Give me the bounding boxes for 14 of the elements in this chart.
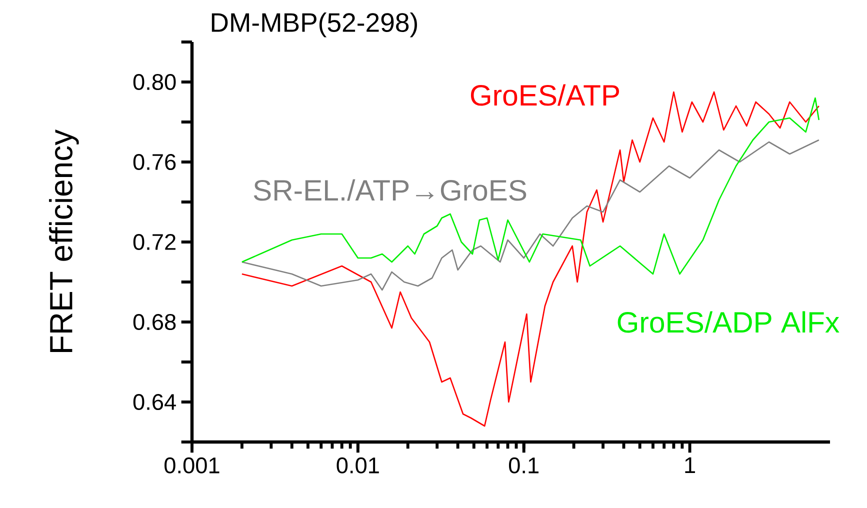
series-label: GroES/ADP AlFx [618,311,840,333]
chart-title: DM-MBP(52-298) [212,12,417,38]
y-tick-label: 0.76 [133,154,176,170]
y-tick-label: 0.64 [133,394,176,410]
y-tick-label: 0.72 [133,234,176,250]
x-tick-label: 1 [685,457,695,473]
x-tick-label: 0.01 [336,457,379,474]
y-axis-title: FRET efficiency [48,129,79,352]
x-tick-label: 0.001 [164,457,220,474]
y-tick-label: 0.80 [133,74,176,90]
series-label: SR-EL./ATP→GroES [254,179,526,201]
x-tick-label: 0.1 [508,457,539,474]
y-tick-label: 0.68 [133,314,176,330]
series-label: GroES/ATP [470,84,620,106]
